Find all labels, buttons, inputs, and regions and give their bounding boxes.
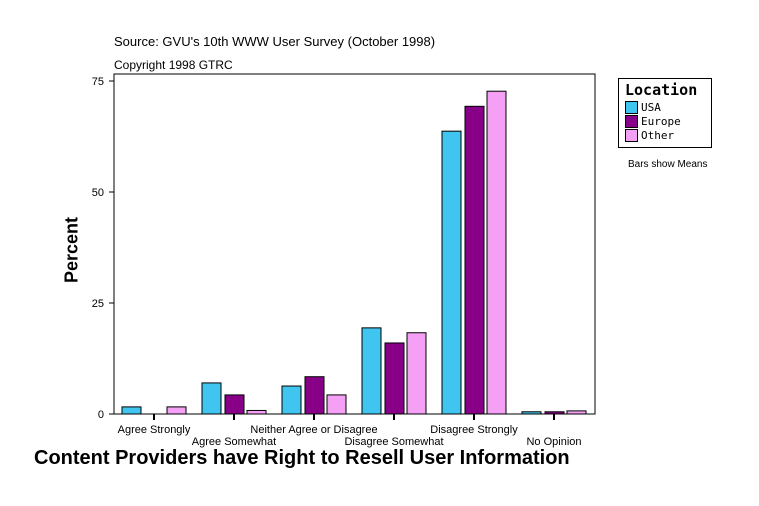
plot-frame [113,73,596,415]
bar-usa [361,327,382,415]
legend: Location USA Europe Other [618,78,712,148]
bar-usa [441,130,462,415]
bar-other [166,406,187,415]
x-tick-label: Agree Strongly [118,424,191,436]
bar-europe [224,394,245,415]
bar-usa [521,411,542,415]
bar-other [326,394,347,415]
y-tick-label: 0 [98,409,104,421]
bar-other [486,90,507,415]
copyright-text: Copyright 1998 GTRC [114,58,233,72]
x-tick-label: No Opinion [526,436,581,448]
legend-swatch [625,129,638,142]
legend-label: Europe [641,115,681,128]
legend-title: Location [625,81,698,99]
x-tick-label: Disagree Somewhat [344,436,443,448]
bar-usa [281,385,302,415]
note-text: Bars show Means [628,159,708,170]
y-tick-label: 50 [92,187,104,199]
x-axis-title: Content Providers have Right to Resell U… [34,447,570,469]
x-tick-label: Agree Somewhat [192,436,276,448]
x-tick-label: Disagree Strongly [430,424,518,436]
x-tick-label: Neither Agree or Disagree [250,424,377,436]
bar-usa [121,406,142,415]
legend-swatch [625,101,638,114]
bar-usa [201,382,222,415]
bar-other [566,410,587,415]
bar-other [246,409,267,415]
y-tick-label: 25 [92,298,104,310]
bar-europe [304,376,325,415]
legend-label: USA [641,101,661,114]
bar-other [406,332,427,415]
bar-europe [384,342,405,415]
bar-europe [464,105,485,415]
y-tick-label: 75 [92,76,104,88]
legend-label: Other [641,129,675,142]
bar-europe [544,411,565,415]
source-text: Source: GVU's 10th WWW User Survey (Octo… [114,34,436,49]
legend-swatch [625,115,638,128]
